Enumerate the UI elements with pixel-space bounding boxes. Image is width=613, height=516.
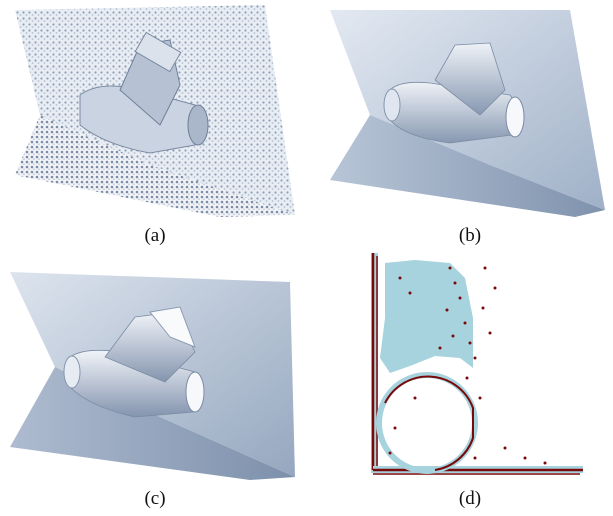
caption-b: (b): [458, 225, 482, 246]
panel-a: (a): [10, 5, 300, 246]
caption-c: (c): [144, 488, 166, 509]
panel-d: (d): [355, 248, 590, 509]
panel-c: (c): [10, 262, 300, 509]
cross-section-image: [371, 253, 583, 475]
detailed-surface-image: [10, 272, 295, 480]
smooth-surface-image: [330, 10, 605, 217]
panel-b: (b): [330, 5, 610, 246]
point-cloud-image: [15, 5, 295, 217]
caption-d: (d): [458, 488, 482, 509]
caption-a: (a): [144, 225, 166, 246]
